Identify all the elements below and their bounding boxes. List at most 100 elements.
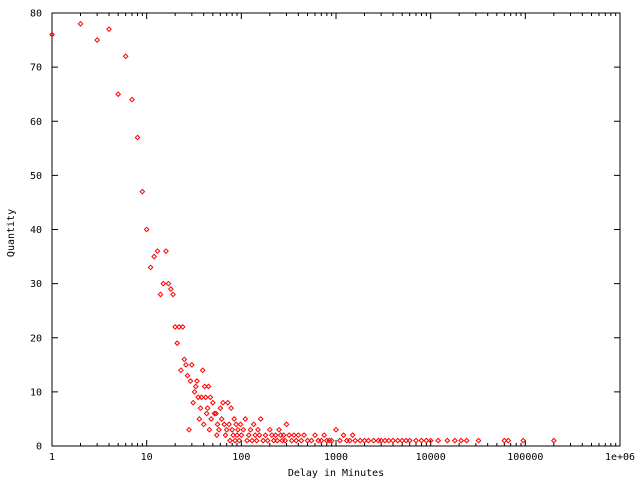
- data-point: [550, 437, 557, 444]
- data-point: [298, 437, 305, 444]
- data-point: [226, 421, 232, 428]
- data-point: [252, 432, 259, 439]
- data-point: [216, 426, 222, 433]
- data-point: [406, 437, 413, 444]
- data-point: [231, 416, 238, 422]
- data-point: [192, 383, 199, 390]
- data-point: [361, 437, 368, 444]
- data-point: [240, 426, 247, 433]
- data-point: [201, 383, 208, 390]
- x-tick-label: 100000: [507, 452, 543, 463]
- data-point: [394, 437, 401, 444]
- data-point: [266, 426, 273, 433]
- x-tick-label: 1: [49, 452, 55, 463]
- data-point: [227, 437, 233, 444]
- data-point: [262, 432, 269, 439]
- data-point: [280, 432, 287, 439]
- y-tick-label: 30: [30, 279, 42, 290]
- data-point: [139, 188, 146, 195]
- data-point: [304, 437, 311, 444]
- data-point: [268, 432, 275, 439]
- data-point: [202, 394, 209, 401]
- data-point: [129, 96, 135, 103]
- data-point: [228, 405, 235, 412]
- data-point: [94, 37, 101, 43]
- x-tick-label: 1e+06: [605, 452, 635, 463]
- data-point: [217, 405, 224, 412]
- data-point: [272, 432, 279, 439]
- data-point: [199, 367, 206, 374]
- data-point: [293, 437, 300, 444]
- data-point: [122, 53, 129, 60]
- data-point: [501, 437, 508, 444]
- data-point: [257, 416, 264, 422]
- data-point: [318, 437, 325, 444]
- data-point: [357, 437, 364, 444]
- data-point: [134, 134, 141, 141]
- data-point: [370, 437, 377, 444]
- data-point: [77, 20, 84, 27]
- data-point: [286, 432, 293, 439]
- data-point: [223, 426, 230, 433]
- data-point: [291, 432, 297, 439]
- data-point: [301, 432, 307, 439]
- data-point: [245, 432, 252, 439]
- data-point: [208, 416, 215, 422]
- data-point: [165, 280, 172, 287]
- data-point: [378, 437, 385, 444]
- data-point: [328, 437, 335, 444]
- y-tick-label: 20: [30, 333, 42, 344]
- y-tick-label: 0: [36, 442, 42, 453]
- y-tick-label: 50: [30, 171, 42, 182]
- data-point: [276, 426, 282, 433]
- x-tick-label: 10000: [416, 452, 446, 463]
- data-point: [233, 421, 239, 428]
- data-point: [221, 421, 228, 428]
- data-point: [151, 253, 158, 260]
- data-point: [242, 416, 249, 422]
- x-tick-label: 1000: [324, 452, 348, 463]
- data-point: [365, 437, 372, 444]
- data-points: [49, 20, 557, 444]
- data-point: [520, 437, 527, 444]
- data-point: [209, 399, 216, 406]
- data-point: [458, 437, 465, 444]
- data-point: [205, 383, 212, 390]
- data-point: [207, 394, 214, 401]
- data-point: [206, 426, 213, 433]
- y-tick-label: 10: [30, 387, 42, 398]
- data-point: [279, 437, 286, 444]
- data-point: [178, 367, 184, 374]
- data-point: [143, 226, 150, 233]
- data-point: [236, 437, 243, 444]
- data-point: [204, 405, 211, 412]
- data-point: [188, 361, 195, 368]
- data-point: [352, 437, 359, 444]
- data-point: [255, 426, 261, 433]
- y-tick-label: 60: [30, 117, 42, 128]
- data-point: [238, 432, 245, 439]
- x-tick-label: 100: [232, 452, 250, 463]
- y-tick-label: 80: [30, 9, 42, 20]
- data-point: [288, 437, 295, 444]
- y-axis-label: Quantity: [6, 209, 17, 257]
- data-point: [250, 421, 257, 428]
- data-point: [253, 437, 260, 444]
- data-point: [340, 432, 347, 439]
- y-tick-label: 70: [30, 63, 42, 74]
- data-point: [247, 426, 254, 433]
- data-point: [224, 399, 231, 406]
- data-point: [160, 280, 167, 287]
- data-point: [163, 248, 169, 255]
- data-point: [191, 388, 198, 395]
- data-point: [115, 91, 122, 98]
- data-point: [154, 248, 161, 255]
- data-point: [222, 432, 229, 439]
- data-point: [174, 340, 181, 347]
- x-tick-label: 10: [141, 452, 153, 463]
- data-point: [423, 437, 430, 444]
- data-point: [264, 437, 271, 444]
- data-point: [427, 437, 434, 444]
- data-point: [229, 426, 236, 433]
